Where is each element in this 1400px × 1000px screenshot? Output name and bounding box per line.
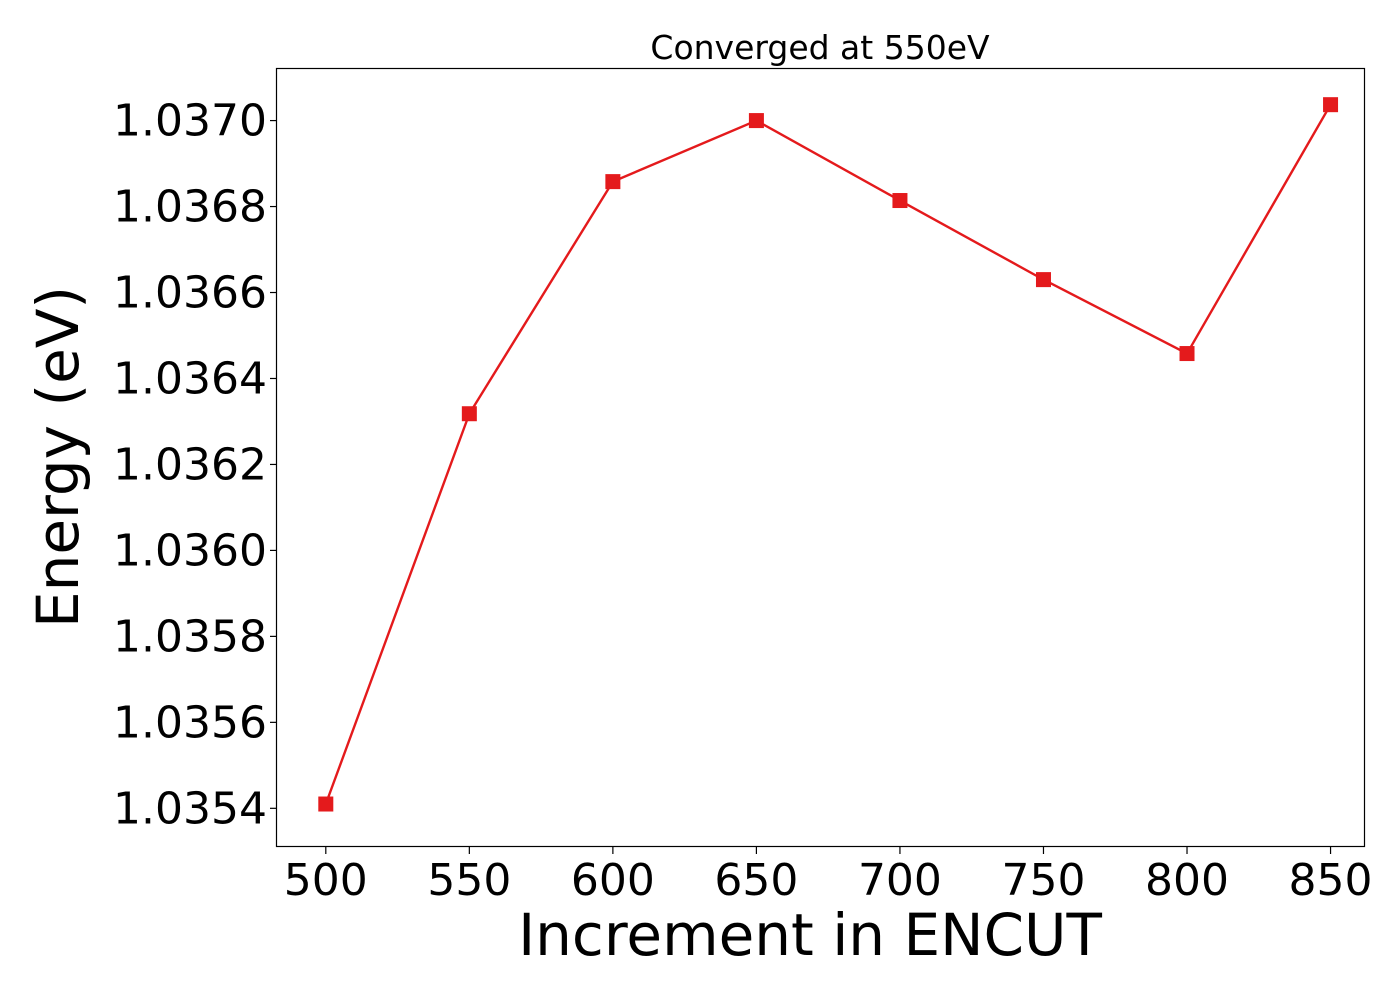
chart-title: Converged at 550eV	[650, 28, 990, 67]
x-tick-label: 600	[571, 855, 655, 906]
chart-marks: 500 550 600 650 700 750 800 850 1.0354 1.0356 1.03…	[113, 96, 1373, 906]
data-point-marker	[1035, 272, 1051, 288]
data-point-marker	[318, 796, 334, 812]
data-point-marker	[892, 193, 908, 209]
data-point-marker	[1179, 346, 1195, 362]
x-tick-label: 700	[858, 855, 942, 906]
x-tick-label: 750	[1001, 855, 1085, 906]
y-tick-label: 1.0368	[113, 182, 267, 233]
y-tick-label: 1.0358	[113, 611, 267, 662]
x-tick-label: 550	[427, 855, 511, 906]
y-tick-label: 1.0354	[113, 783, 267, 834]
x-tick-label: 500	[284, 855, 368, 906]
y-tick-label: 1.0356	[113, 697, 267, 748]
x-tick-label: 800	[1145, 855, 1229, 906]
y-tick-label: 1.0364	[113, 353, 267, 404]
data-point-marker	[1323, 97, 1339, 113]
data-point-marker	[461, 406, 477, 422]
data-point-marker	[605, 174, 621, 190]
plot-area-frame	[275, 67, 1366, 848]
x-tick-label: 650	[714, 855, 798, 906]
y-tick-label: 1.0362	[113, 439, 267, 490]
y-tick-label: 1.0366	[113, 268, 267, 319]
y-tick-label: 1.0370	[113, 96, 267, 147]
y-axis-label: Energy (eV)	[24, 286, 92, 628]
data-point-marker	[748, 113, 764, 129]
y-tick-label: 1.0360	[113, 525, 267, 576]
series-line	[324, 104, 1332, 805]
x-axis-label: Increment in ENCUT	[518, 901, 1102, 969]
x-tick-label: 850	[1289, 855, 1373, 906]
